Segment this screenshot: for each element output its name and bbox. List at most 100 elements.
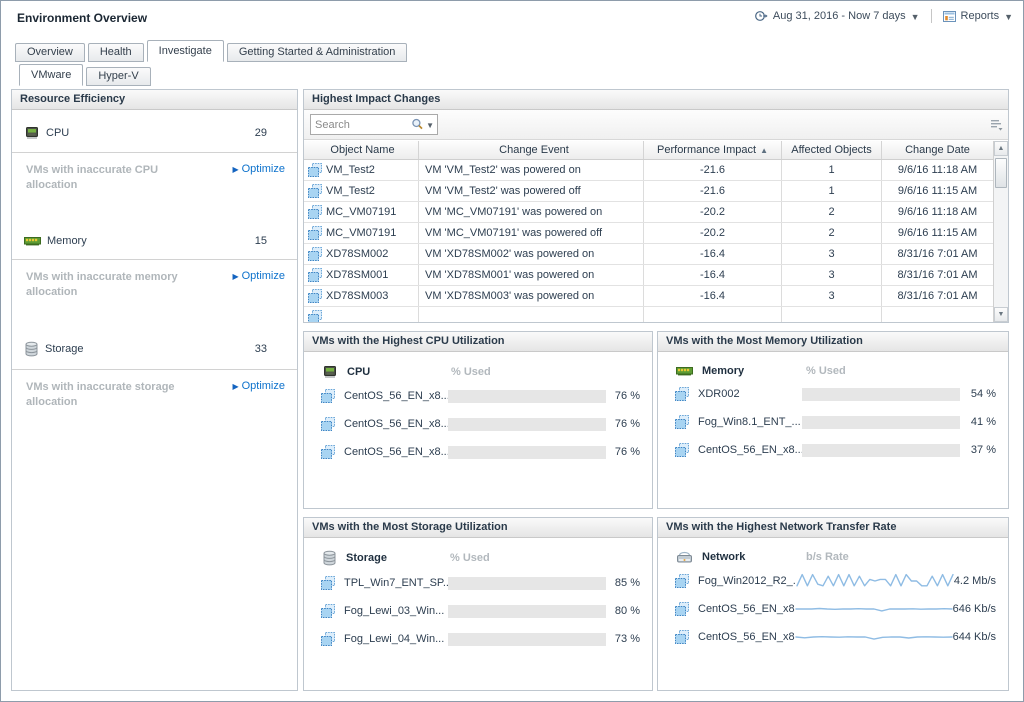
storage-icon bbox=[24, 341, 39, 357]
utilization-row[interactable]: Fog_Win2012_R2_... 4.2 Mb/s bbox=[674, 570, 996, 592]
tab-investigate[interactable]: Investigate bbox=[146, 40, 224, 62]
utilization-row[interactable]: CentOS_56_EN_x8... 76 % bbox=[320, 413, 640, 435]
utilization-row[interactable]: Fog_Lewi_04_Win... 73 % bbox=[320, 628, 640, 650]
utilization-row[interactable]: CentOS_56_EN_x8... 76 % bbox=[320, 385, 640, 407]
change-date-cell: 8/31/16 7:01 AM bbox=[897, 269, 978, 281]
vm-icon bbox=[307, 225, 323, 241]
change-date-cell: 9/6/16 11:15 AM bbox=[897, 227, 978, 239]
changes-table: Object Name Change Event Performance Impac… bbox=[304, 141, 993, 322]
table-row[interactable]: VM_Test2 VM 'VM_Test2' was powered off -21… bbox=[304, 181, 993, 202]
network-icon bbox=[676, 550, 693, 564]
panel-title: VMs with the Most Memory Utilization bbox=[658, 332, 1008, 352]
utilization-bar bbox=[448, 604, 606, 618]
utilization-row[interactable]: Fog_Lewi_03_Win... 80 % bbox=[320, 600, 640, 622]
scroll-up-button[interactable]: ▲ bbox=[994, 141, 1008, 156]
tab-getting-started-administration[interactable]: Getting Started & Administration bbox=[226, 43, 408, 62]
metric-label: CPU bbox=[46, 126, 70, 139]
vm-icon bbox=[674, 629, 690, 645]
object-name-cell: MC_VM07191 bbox=[304, 223, 419, 243]
search-options-arrow-icon[interactable]: ▼ bbox=[426, 120, 434, 130]
vertical-scrollbar[interactable]: ▲ ▼ bbox=[993, 141, 1008, 322]
table-row[interactable]: MC_VM07191 VM 'MC_VM07191' was powered on… bbox=[304, 202, 993, 223]
utilization-bar bbox=[802, 443, 960, 457]
tab-overview[interactable]: Overview bbox=[15, 43, 85, 62]
utilization-row[interactable]: CentOS_56_EN_x8... 644 Kb/s bbox=[674, 626, 996, 648]
utilization-row[interactable]: CentOS_56_EN_x8... 76 % bbox=[320, 441, 640, 463]
change-date-cell: 9/6/16 11:15 AM bbox=[897, 185, 978, 197]
change-date-cell: 8/31/16 7:01 AM bbox=[897, 290, 978, 302]
utilization-value: 54 % bbox=[970, 388, 996, 400]
utilization-row[interactable]: TPL_Win7_ENT_SP... 85 % bbox=[320, 572, 640, 594]
vm-name: CentOS_56_EN_x8... bbox=[698, 603, 795, 615]
table-row[interactable]: XD78SM003 VM 'XD78SM003' was powered on -1… bbox=[304, 286, 993, 307]
subtab-hyper-v[interactable]: Hyper-V bbox=[86, 67, 151, 86]
table-row[interactable]: VM_Test2 VM 'VM_Test2' was powered on -21.… bbox=[304, 160, 993, 181]
metric-label: Storage bbox=[45, 343, 84, 355]
column-header-object-name[interactable]: Object Name bbox=[304, 141, 419, 159]
subtab-vmware[interactable]: VMware bbox=[19, 64, 84, 86]
column-header-performance-impact[interactable]: Performance Impact ▲ bbox=[644, 141, 782, 159]
chevron-down-icon[interactable]: ▼ bbox=[1004, 11, 1013, 22]
utilization-bar bbox=[802, 415, 960, 429]
metric-header-row: Network b/s Rate bbox=[676, 550, 996, 564]
panel-title: Highest Impact Changes bbox=[304, 90, 1008, 110]
scrollbar-thumb[interactable] bbox=[995, 158, 1007, 188]
utilization-bar bbox=[448, 417, 606, 431]
resource-metric-row: Memory 15 bbox=[12, 219, 297, 259]
utilization-row[interactable]: XDR002 54 % bbox=[674, 383, 996, 405]
utilization-value: 85 % bbox=[614, 577, 640, 589]
optimize-link[interactable]: ▶ Optimize bbox=[232, 380, 285, 392]
optimize-link[interactable]: ▶ Optimize bbox=[232, 163, 285, 175]
utilization-bar bbox=[802, 387, 960, 401]
sort-asc-icon: ▲ bbox=[760, 145, 768, 155]
utilization-row[interactable]: Fog_Win8.1_ENT_... 41 % bbox=[674, 411, 996, 433]
scroll-down-button[interactable]: ▼ bbox=[994, 307, 1008, 322]
search-box: ▼ bbox=[310, 114, 438, 135]
note-text: VMs with inaccurate CPU allocation bbox=[26, 164, 159, 191]
performance-impact-cell: -16.4 bbox=[644, 244, 782, 264]
table-row[interactable]: XD78SM001 VM 'XD78SM001' was powered on -1… bbox=[304, 265, 993, 286]
optimize-link[interactable]: ▶ Optimize bbox=[232, 270, 285, 282]
utilization-bar bbox=[448, 389, 606, 403]
table-row-partial[interactable] bbox=[304, 307, 993, 322]
tab-health[interactable]: Health bbox=[87, 43, 144, 62]
table-row[interactable]: MC_VM07191 VM 'MC_VM07191' was powered of… bbox=[304, 223, 993, 244]
column-header-change-event[interactable]: Change Event bbox=[419, 141, 644, 159]
table-customizer-icon[interactable] bbox=[990, 119, 1003, 131]
vm-icon bbox=[320, 388, 336, 404]
metric-value: 15 bbox=[254, 234, 267, 247]
vm-icon bbox=[307, 246, 323, 262]
performance-impact-cell: -21.6 bbox=[644, 181, 782, 201]
affected-objects-cell: 2 bbox=[782, 202, 882, 222]
resource-note-row: VMs with inaccurate memory allocation ▶ Op… bbox=[12, 259, 297, 310]
search-input[interactable] bbox=[311, 118, 412, 131]
rate-sparkline bbox=[796, 572, 954, 590]
vm-name: Fog_Lewi_03_Win... bbox=[344, 605, 445, 617]
chevron-down-icon[interactable]: ▼ bbox=[910, 11, 920, 22]
object-name-cell: XD78SM003 bbox=[304, 286, 419, 306]
vm-icon bbox=[320, 603, 336, 619]
object-name-cell: VM_Test2 bbox=[304, 181, 419, 201]
column-header-change-date[interactable]: Change Date bbox=[905, 144, 970, 156]
utilization-value: 76 % bbox=[614, 390, 640, 402]
page-title: Environment Overview bbox=[17, 11, 148, 25]
performance-impact-cell: -21.6 bbox=[644, 160, 782, 180]
change-event-cell: VM 'XD78SM002' was powered on bbox=[419, 244, 644, 264]
panel-title: VMs with the Highest Network Transfer Ra… bbox=[658, 518, 1008, 538]
utilization-row[interactable]: CentOS_56_EN_x8... 646 Kb/s bbox=[674, 598, 996, 620]
table-header-row: Object Name Change Event Performance Impac… bbox=[304, 141, 993, 160]
vm-icon bbox=[307, 183, 323, 199]
table-row[interactable]: XD78SM002 VM 'XD78SM002' was powered on -1… bbox=[304, 244, 993, 265]
vm-name: TPL_Win7_ENT_SP... bbox=[344, 577, 448, 589]
time-range-selector[interactable]: Aug 31, 2016 - Now 7 days bbox=[772, 10, 906, 22]
utilization-row[interactable]: CentOS_56_EN_x8... 37 % bbox=[674, 439, 996, 461]
search-icon[interactable] bbox=[411, 118, 424, 131]
reports-menu[interactable]: Reports bbox=[960, 10, 1000, 22]
change-event-cell: VM 'VM_Test2' was powered off bbox=[419, 181, 644, 201]
metric-label: Network bbox=[702, 551, 746, 563]
column-header-affected-objects[interactable]: Affected Objects bbox=[782, 141, 882, 159]
metric-label: Memory bbox=[702, 364, 745, 377]
vm-name: CentOS_56_EN_x8... bbox=[344, 418, 448, 430]
metric-header-row: Storage % Used bbox=[322, 550, 640, 566]
